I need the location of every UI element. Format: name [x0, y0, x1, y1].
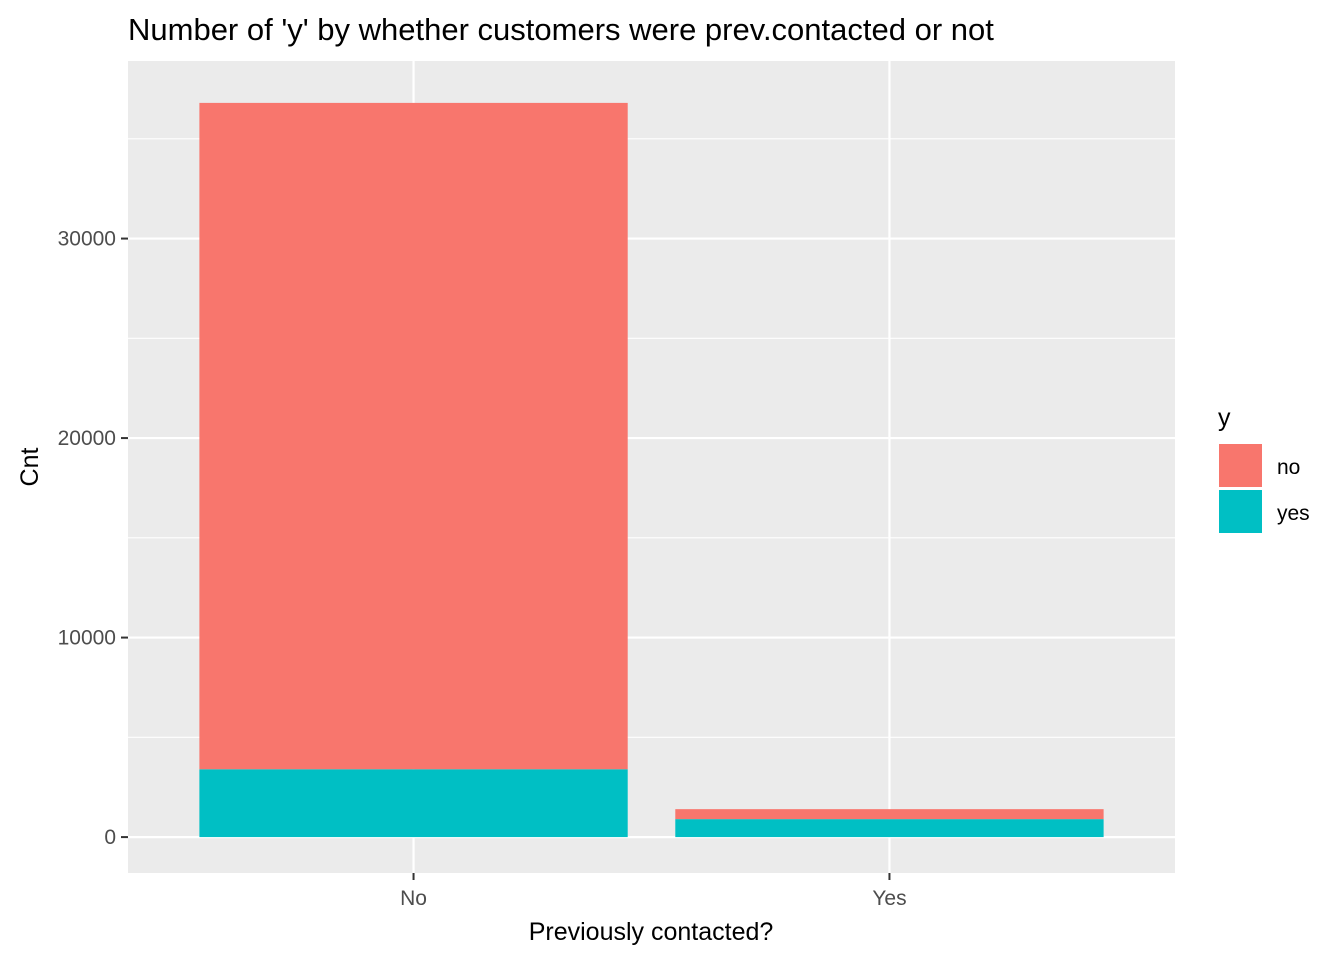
- legend-label-yes: yes: [1277, 502, 1310, 525]
- legend-title: y: [1218, 404, 1231, 432]
- bar-yes-yes: [675, 819, 1104, 838]
- y-tick-label: 0: [104, 826, 116, 849]
- x-tick-label: No: [400, 887, 427, 910]
- y-axis: 0 10000 20000 30000: [58, 228, 128, 849]
- bar-no-yes: [199, 769, 628, 838]
- bar-yes-no: [675, 809, 1104, 820]
- bar-no-no: [199, 102, 628, 770]
- bars: [199, 102, 1104, 838]
- y-tick-label: 10000: [58, 627, 116, 650]
- legend-label-no: no: [1277, 456, 1300, 479]
- legend-key-no: [1217, 442, 1264, 489]
- y-axis-title: Cnt: [16, 447, 44, 486]
- x-axis: No Yes: [400, 873, 907, 910]
- legend-key-yes: [1217, 488, 1264, 535]
- y-tick-label: 30000: [58, 228, 116, 251]
- x-axis-title: Previously contacted?: [529, 918, 774, 946]
- chart-title: Number of 'y' by whether customers were …: [128, 12, 994, 47]
- y-tick-label: 20000: [58, 427, 116, 450]
- x-tick-label: Yes: [872, 887, 906, 910]
- legend: y no yes: [1217, 404, 1310, 535]
